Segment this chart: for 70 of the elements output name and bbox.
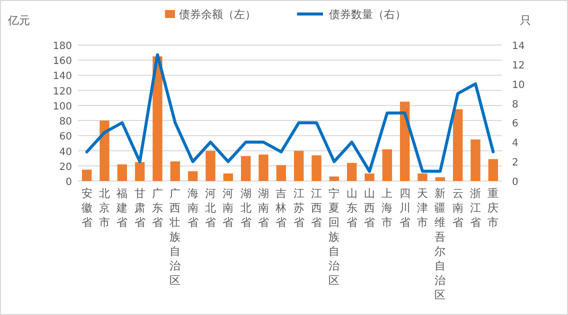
bar — [452, 109, 463, 181]
y-tick-label: 100 — [52, 101, 72, 112]
x-tick-label: 北京市 — [99, 187, 110, 229]
y-tick-label: 180 — [52, 41, 72, 52]
x-tick-label: 广东省 — [152, 187, 163, 229]
y2-axis-title: 只 — [520, 14, 531, 27]
x-tick-label: 云南省 — [452, 187, 464, 229]
bar — [364, 173, 374, 181]
bar — [312, 155, 322, 181]
x-tick-label: 广西壮族自治区 — [168, 187, 181, 287]
y-tick-label: 60 — [59, 132, 72, 143]
x-tick-label: 湖北省 — [240, 187, 252, 229]
y-tick-label: 40 — [59, 146, 72, 158]
y2-tick-label: 0 — [512, 177, 518, 188]
y-tick-label: 160 — [52, 56, 72, 68]
bar — [276, 165, 286, 181]
bar — [329, 176, 340, 181]
bar — [258, 154, 268, 181]
x-tick-label: 海南省 — [187, 187, 198, 229]
bar — [346, 162, 357, 181]
bar — [223, 173, 234, 181]
x-tick-label: 重庆市 — [488, 187, 499, 229]
x-tick-label: 江西省 — [311, 187, 322, 229]
line-series — [85, 53, 495, 173]
x-tick-label: 四川省 — [399, 187, 410, 229]
y-tick-label: 120 — [52, 86, 72, 98]
bar — [435, 177, 446, 181]
y2-tick-label: 2 — [512, 158, 518, 169]
bar — [294, 150, 304, 181]
x-tick-label: 安徽省 — [81, 187, 92, 229]
y-axis-title: 亿元 — [7, 14, 30, 27]
bar — [470, 139, 480, 181]
y-tick-label: 20 — [59, 162, 72, 173]
bar — [134, 162, 145, 181]
bar — [100, 120, 110, 181]
x-tick-label: 山东省 — [346, 187, 358, 229]
bar — [117, 164, 128, 181]
y2-tick-label: 10 — [512, 80, 525, 91]
x-tick-label: 河南省 — [222, 187, 234, 229]
bar — [240, 156, 251, 181]
bar — [488, 159, 498, 181]
bar — [418, 173, 428, 181]
bar — [382, 149, 392, 181]
y2-tick-label: 12 — [512, 60, 525, 72]
y2-tick-label: 6 — [512, 118, 518, 130]
legend-label: 债券数量（右） — [329, 8, 406, 21]
legend-label: 债券余额（左） — [179, 8, 256, 21]
y2-tick-label: 8 — [512, 99, 518, 110]
x-tick-label: 吉林省 — [274, 187, 287, 229]
x-tick-label: 山西省 — [364, 187, 375, 229]
x-tick-label: 福建省 — [116, 187, 128, 229]
y2-tick-label: 4 — [512, 138, 518, 150]
x-tick-label: 河北省 — [205, 187, 216, 229]
x-tick-label: 浙江省 — [470, 187, 481, 229]
y2-tick-label: 14 — [512, 41, 525, 52]
x-tick-label: 湖南省 — [258, 187, 269, 229]
x-tick-label: 新疆维吾尔自治区 — [434, 187, 446, 302]
x-tick-label: 江苏省 — [293, 187, 304, 229]
x-tick-label: 甘肃省 — [134, 187, 146, 229]
x-tick-label: 宁夏回族自治区 — [328, 187, 340, 287]
bar — [188, 171, 198, 181]
x-tick-label: 天津市 — [417, 187, 428, 229]
bar — [82, 170, 92, 181]
x-tick-label: 上海市 — [382, 187, 393, 229]
y-tick-label: 80 — [59, 116, 72, 128]
y-tick-label: 140 — [52, 71, 72, 82]
bar — [170, 161, 180, 181]
bar — [400, 102, 410, 181]
y-tick-label: 0 — [66, 177, 72, 188]
bar — [206, 150, 216, 181]
